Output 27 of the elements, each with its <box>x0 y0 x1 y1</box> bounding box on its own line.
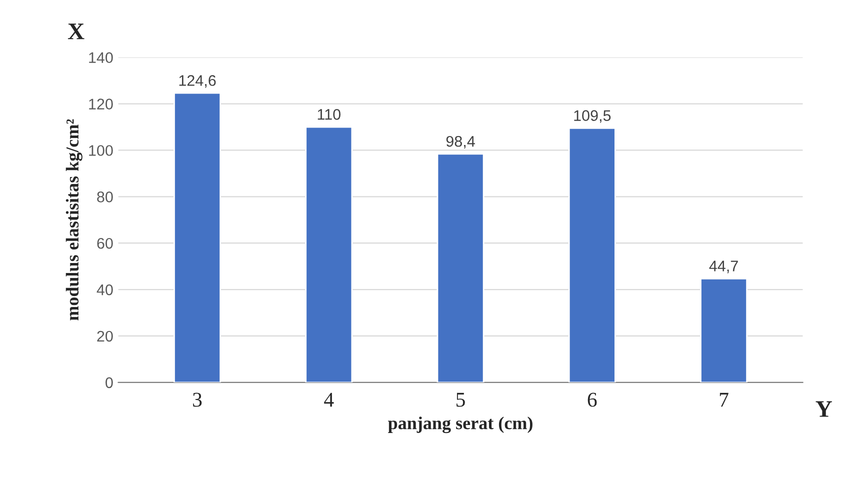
data-label: 124,6 <box>179 75 216 88</box>
y-tick-label: 140 <box>89 52 113 64</box>
data-label: 109,5 <box>574 110 611 123</box>
data-label: 98,4 <box>446 136 475 149</box>
y-tick-label: 20 <box>97 330 113 342</box>
bar <box>436 153 484 382</box>
text: Y <box>816 401 832 417</box>
data-label: 110 <box>318 109 340 120</box>
bar <box>305 126 353 382</box>
text: X <box>68 24 84 40</box>
y-tick-label: 40 <box>96 284 113 296</box>
y-tick-label: 100 <box>89 145 113 156</box>
y-tick-label: 60 <box>97 238 113 249</box>
x-tick-label: 3 <box>193 392 202 407</box>
y-tick-label: 0 <box>106 377 113 388</box>
bar <box>174 92 222 382</box>
x-axis-title: panjang serat (cm) <box>388 416 532 434</box>
x-tick-label: 5 <box>456 392 465 407</box>
x-tick-label: 7 <box>720 392 728 407</box>
y-tick-label: 120 <box>89 98 113 110</box>
x-tick-label: 4 <box>324 392 334 407</box>
y-axis-title: modulus elastisitas kg/cm² <box>66 119 82 320</box>
x-tick-label: 6 <box>588 392 597 407</box>
y-tick-label: 80 <box>97 192 113 202</box>
bar <box>700 278 748 382</box>
data-label: 44,7 <box>709 260 738 274</box>
bar <box>568 127 616 382</box>
